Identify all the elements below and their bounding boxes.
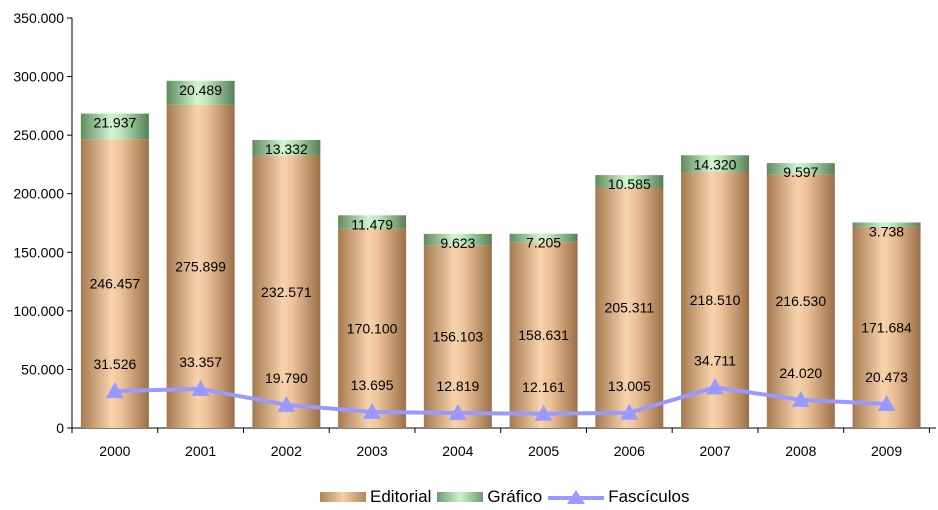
legend-item-fasciculos: Fascículos	[548, 487, 689, 507]
data-label-fasciculos: 19.790	[265, 370, 308, 386]
data-label-fasciculos: 20.473	[865, 369, 908, 385]
fasciculos-line	[114, 385, 887, 416]
legend: Editorial Gráfico Fascículos	[320, 486, 695, 508]
bar-grafico	[509, 233, 578, 243]
bar-editorial	[80, 139, 149, 429]
y-tick-label: 200.000	[13, 186, 64, 202]
bar-editorial	[766, 174, 835, 428]
data-label-fasciculos: 12.819	[436, 378, 479, 394]
legend-label-fasciculos: Fascículos	[608, 487, 690, 506]
data-label-editorial: 246.457	[90, 276, 141, 292]
bar-editorial	[509, 242, 578, 428]
legend-label-editorial: Editorial	[370, 487, 432, 506]
fasciculos-marker	[706, 378, 725, 395]
bar-editorial	[338, 228, 407, 428]
data-label-editorial: 232.571	[261, 284, 312, 300]
data-label-grafico: 7.205	[526, 235, 561, 251]
x-tick-label: 2001	[185, 443, 216, 459]
fasciculos-marker	[534, 404, 553, 421]
bar-editorial	[852, 226, 921, 428]
bar-editorial	[595, 187, 664, 428]
data-label-fasciculos: 24.020	[779, 365, 822, 381]
bar-grafico	[595, 175, 664, 188]
fasciculos-marker	[448, 403, 467, 420]
data-label-editorial: 216.530	[776, 293, 827, 309]
axes: 0 50.000 100.000 150.000 200.000 250.000 300.0…	[13, 10, 936, 459]
fasciculos-marker	[191, 379, 210, 396]
data-labels: 246.457 21.937 275.899 20.489 232.571 13.332 1…	[90, 82, 913, 395]
data-label-grafico: 20.489	[179, 82, 222, 98]
data-label-grafico: 11.479	[351, 216, 393, 232]
data-label-grafico: 14.320	[694, 156, 737, 172]
data-label-fasciculos: 34.711	[694, 352, 736, 368]
bar-editorial	[166, 104, 235, 429]
y-tick-label: 150.000	[13, 244, 64, 260]
data-label-grafico: 3.738	[869, 224, 904, 240]
legend-swatch-fasciculos	[548, 490, 605, 504]
y-tick-label: 100.000	[13, 303, 64, 319]
data-label-editorial: 170.100	[347, 320, 398, 336]
bar-grafico	[423, 233, 492, 246]
data-label-fasciculos: 33.357	[179, 354, 222, 370]
legend-label-grafico: Gráfico	[487, 487, 543, 506]
fasciculos-marker	[877, 395, 896, 412]
data-label-editorial: 275.899	[175, 258, 226, 274]
bar-grafico	[852, 222, 921, 227]
data-label-editorial: 156.103	[433, 329, 484, 345]
bar-grafico	[252, 139, 321, 156]
x-tick-label: 2002	[271, 443, 302, 459]
y-tick-label: 250.000	[13, 127, 64, 143]
data-label-grafico: 9.623	[440, 235, 475, 251]
data-label-fasciculos: 13.695	[351, 377, 394, 393]
y-tick-label: 300.000	[13, 69, 64, 85]
data-label-fasciculos: 13.005	[608, 378, 651, 394]
bar-grafico	[166, 80, 235, 105]
fasciculos-marker	[791, 390, 810, 407]
bar-grafico	[338, 215, 407, 229]
x-tick-label: 2008	[785, 443, 816, 459]
x-tick-label: 2004	[442, 443, 473, 459]
fasciculos-marker	[277, 395, 296, 412]
bar-grafico	[80, 113, 149, 140]
data-label-fasciculos: 12.161	[522, 379, 565, 395]
fasciculos-marker	[620, 403, 639, 420]
data-label-grafico: 9.597	[783, 164, 818, 180]
data-label-fasciculos: 31.526	[93, 356, 136, 372]
bar-editorial	[252, 155, 321, 428]
data-label-editorial: 218.510	[690, 292, 741, 308]
y-tick-label: 50.000	[21, 361, 64, 377]
fasciculos-marker	[363, 402, 382, 419]
legend-item-editorial: Editorial	[320, 487, 431, 507]
data-label-grafico: 10.585	[608, 176, 651, 192]
legend-item-grafico: Gráfico	[437, 487, 542, 507]
x-tick-label: 2000	[99, 443, 130, 459]
data-label-editorial: 171.684	[861, 319, 912, 335]
data-label-editorial: 205.311	[605, 300, 655, 316]
line-series	[105, 378, 896, 421]
data-label-grafico: 21.937	[93, 115, 136, 131]
x-tick-label: 2003	[357, 443, 388, 459]
y-tick-label: 0	[56, 420, 64, 436]
data-label-grafico: 13.332	[265, 141, 308, 157]
x-tick-label: 2006	[614, 443, 645, 459]
y-tick-label: 350.000	[13, 10, 64, 26]
legend-swatch-editorial	[320, 492, 366, 502]
bar-grafico	[766, 163, 835, 175]
x-tick-label: 2009	[871, 443, 902, 459]
x-tick-label: 2005	[528, 443, 559, 459]
bar-editorial	[423, 245, 492, 428]
legend-swatch-grafico	[437, 492, 484, 502]
x-tick-label: 2007	[699, 443, 730, 459]
data-label-editorial: 158.631	[518, 327, 569, 343]
fasciculos-marker	[105, 382, 124, 399]
bar-grafico	[681, 155, 750, 173]
